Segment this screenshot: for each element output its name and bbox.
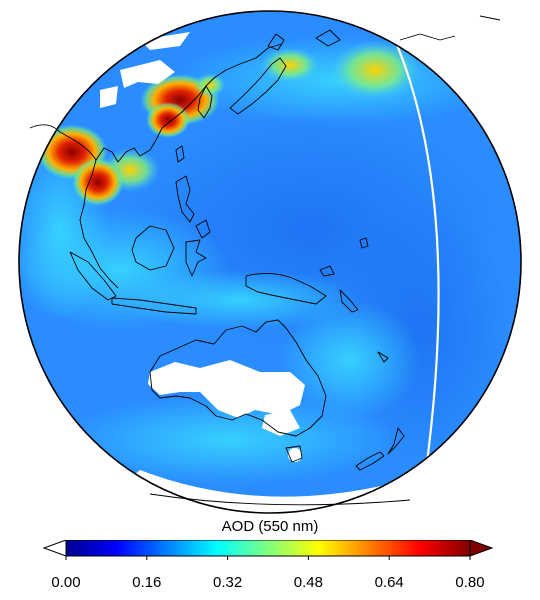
colorbar-tick-label: 0.00	[51, 574, 81, 591]
colorbar-tick-label: 0.32	[212, 574, 243, 591]
no-data-regions	[100, 32, 305, 462]
colorbar-under-triangle	[42, 540, 67, 557]
colorbar-tick-label: 0.48	[293, 574, 323, 591]
colorbar-gradient	[65, 540, 471, 557]
colorbar-over-triangle	[469, 540, 494, 557]
globe-outline	[18, 10, 522, 514]
colorbar	[42, 540, 494, 560]
colorbar-tick-label: 0.64	[374, 574, 404, 591]
aod-globe-map	[18, 10, 522, 514]
aod-field	[19, 11, 521, 513]
colorbar-tick-label: 0.80	[455, 574, 485, 591]
colorbar-title: AOD (550 nm)	[221, 518, 319, 535]
coastlines	[29, 15, 501, 506]
colorbar-tick-label: 0.16	[132, 574, 162, 591]
